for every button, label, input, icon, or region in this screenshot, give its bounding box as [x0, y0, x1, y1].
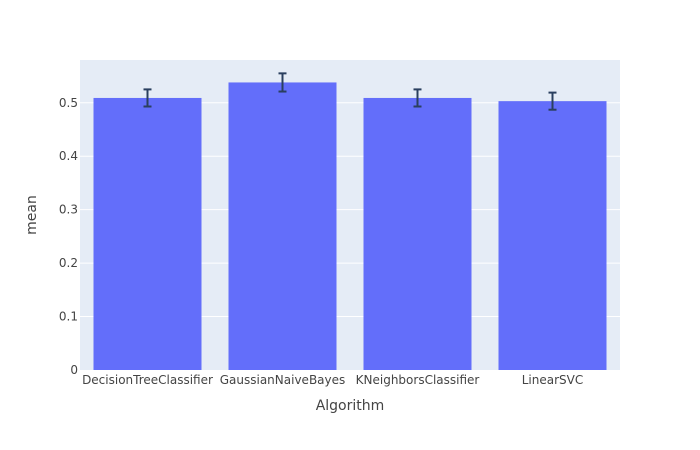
y-tick-label: 0.4: [59, 149, 78, 163]
error-bar: [413, 88, 422, 108]
bar: [498, 101, 607, 370]
y-tick-label: 0: [70, 363, 78, 377]
bar: [228, 82, 337, 370]
y-axis-title: mean: [24, 195, 40, 235]
x-tick-label: GaussianNaiveBayes: [220, 373, 346, 387]
error-bar: [278, 72, 287, 93]
x-tick-labels: DecisionTreeClassifier GaussianNaiveBayes…: [82, 373, 583, 387]
bar: [363, 97, 472, 370]
y-tick-label: 0.3: [59, 203, 78, 217]
error-bar: [548, 91, 557, 111]
error-bars: [143, 72, 557, 111]
bar: [93, 97, 202, 370]
y-tick-labels: 0 0.1 0.2 0.3 0.4 0.5: [59, 96, 78, 377]
x-tick-label: KNeighborsClassifier: [356, 373, 480, 387]
y-tick-label: 0.2: [59, 256, 78, 270]
x-tick-label: DecisionTreeClassifier: [82, 373, 213, 387]
x-tick-label: LinearSVC: [522, 373, 584, 387]
y-tick-label: 0.1: [59, 310, 78, 324]
x-axis-title: Algorithm: [316, 398, 385, 414]
bars: [93, 82, 607, 370]
y-tick-label: 0.5: [59, 96, 78, 110]
error-bar: [143, 88, 152, 108]
